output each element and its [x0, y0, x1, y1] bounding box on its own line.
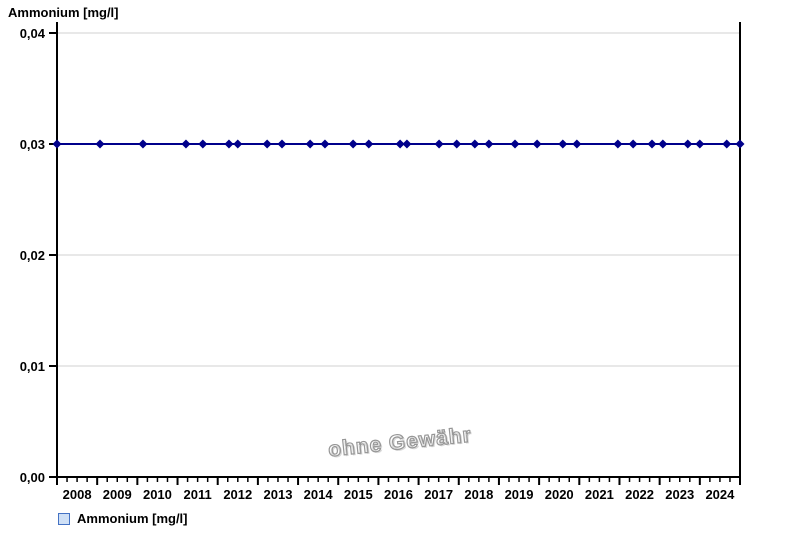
- data-point: [224, 139, 234, 149]
- data-point: [277, 139, 287, 149]
- x-tick-label: 2009: [103, 487, 132, 502]
- x-tick-label: 2012: [223, 487, 252, 502]
- data-point: [735, 139, 745, 149]
- chart-title: Ammonium [mg/l]: [8, 5, 119, 20]
- data-point: [233, 139, 243, 149]
- data-point: [305, 139, 315, 149]
- data-point: [434, 139, 444, 149]
- x-tick-label: 2023: [665, 487, 694, 502]
- data-point: [402, 139, 412, 149]
- data-point: [658, 139, 668, 149]
- data-point: [395, 139, 405, 149]
- data-point: [262, 139, 272, 149]
- x-tick-label: 2019: [505, 487, 534, 502]
- data-point: [181, 139, 191, 149]
- y-tick-label: 0,02: [20, 248, 45, 263]
- data-point: [613, 139, 623, 149]
- x-tick-label: 2014: [304, 487, 334, 502]
- x-tick-label: 2008: [63, 487, 92, 502]
- x-tick-label: 2021: [585, 487, 614, 502]
- legend-label: Ammonium [mg/l]: [77, 511, 188, 526]
- x-tick-label: 2020: [545, 487, 574, 502]
- y-tick-label: 0,04: [20, 26, 46, 41]
- data-point: [452, 139, 462, 149]
- data-point: [558, 139, 568, 149]
- data-point: [722, 139, 732, 149]
- x-tick-label: 2016: [384, 487, 413, 502]
- legend-swatch: [58, 512, 70, 525]
- data-point: [683, 139, 693, 149]
- x-tick-label: 2010: [143, 487, 172, 502]
- y-tick-label: 0,01: [20, 359, 45, 374]
- data-point: [647, 139, 657, 149]
- data-point: [198, 139, 208, 149]
- x-tick-label: 2011: [184, 487, 212, 502]
- data-point: [138, 139, 148, 149]
- data-point: [470, 139, 480, 149]
- x-tick-label: 2015: [344, 487, 373, 502]
- legend: Ammonium [mg/l]: [58, 511, 188, 526]
- y-tick-label: 0,00: [20, 470, 45, 485]
- data-point: [52, 139, 62, 149]
- x-tick-label: 2018: [464, 487, 493, 502]
- data-point: [572, 139, 582, 149]
- x-tick-label: 2017: [424, 487, 453, 502]
- data-point: [95, 139, 105, 149]
- data-point: [510, 139, 520, 149]
- data-point: [628, 139, 638, 149]
- x-tick-label: 2013: [264, 487, 293, 502]
- x-tick-label: 2022: [625, 487, 654, 502]
- data-point: [320, 139, 330, 149]
- x-tick-label: 2024: [705, 487, 735, 502]
- data-point: [532, 139, 542, 149]
- data-point: [484, 139, 494, 149]
- data-point: [695, 139, 705, 149]
- data-point: [348, 139, 358, 149]
- data-point: [364, 139, 374, 149]
- y-tick-label: 0,03: [20, 137, 45, 152]
